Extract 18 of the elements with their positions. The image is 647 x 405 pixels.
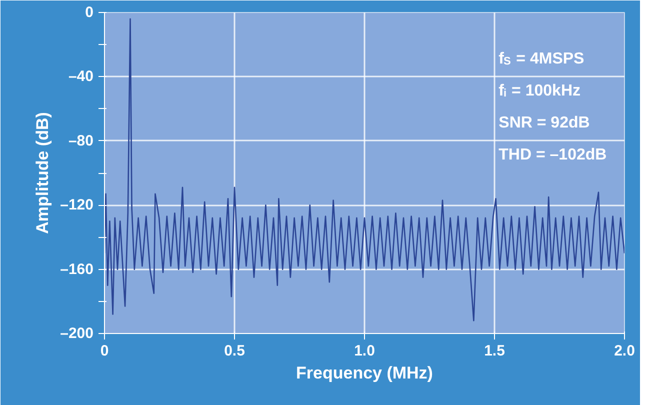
x-tick-label: 1.5 xyxy=(484,342,505,360)
annotation: THD = –102dB xyxy=(498,146,607,164)
y-tick-label: 0 xyxy=(85,4,94,21)
y-axis-title: Amplitude (dB) xyxy=(33,112,52,234)
annotation: fS = 4MSPS xyxy=(498,50,585,68)
annotation: fi = 100kHz xyxy=(498,82,580,100)
x-axis-title: Frequency (MHz) xyxy=(296,364,433,382)
y-tick-label: –160 xyxy=(60,260,94,278)
y-tick-label: –80 xyxy=(68,132,94,150)
x-tick-label: 1.0 xyxy=(354,342,375,360)
y-tick-label: –40 xyxy=(68,68,94,86)
x-tick-label: 2.0 xyxy=(614,342,635,360)
x-tick-label: 0.5 xyxy=(224,342,245,360)
y-tick-label: –120 xyxy=(60,196,94,214)
line-series xyxy=(104,18,624,322)
x-tick-label: 0 xyxy=(100,342,109,360)
annotation: SNR = 92dB xyxy=(498,114,590,132)
y-tick-label: –200 xyxy=(60,325,94,342)
